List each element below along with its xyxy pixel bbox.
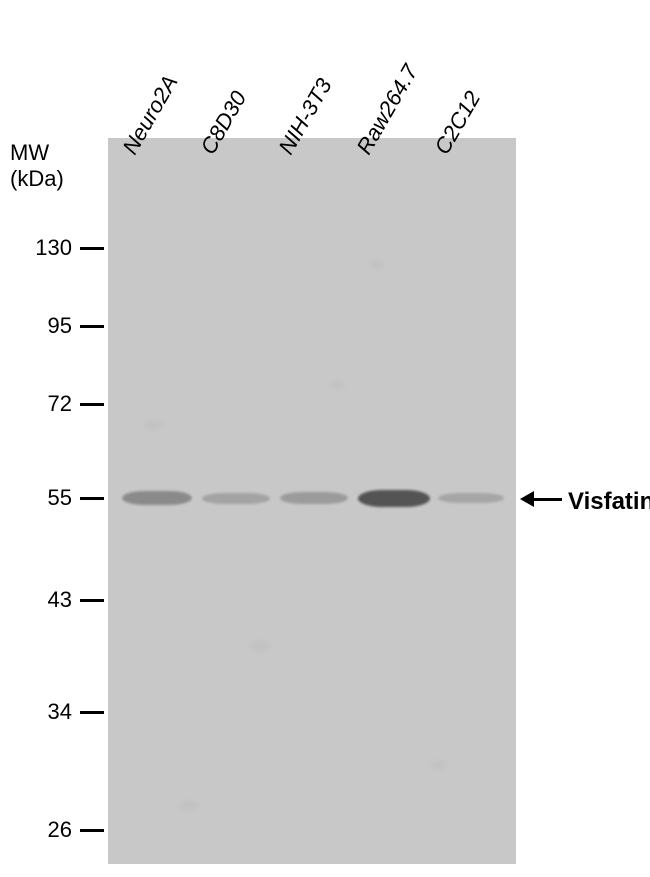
mw-tick bbox=[80, 711, 104, 714]
mw-header-line1: MW bbox=[10, 140, 49, 166]
noise-speck bbox=[180, 800, 198, 811]
noise-speck bbox=[145, 420, 163, 430]
mw-tick bbox=[80, 247, 104, 250]
mw-header-line2: (kDa) bbox=[10, 166, 64, 192]
target-arrow-line bbox=[532, 498, 562, 501]
mw-tick-label: 130 bbox=[0, 235, 72, 261]
band bbox=[202, 493, 270, 504]
noise-speck bbox=[370, 260, 384, 269]
mw-tick-label: 26 bbox=[0, 817, 72, 843]
mw-tick-label: 72 bbox=[0, 391, 72, 417]
band bbox=[280, 492, 348, 504]
band bbox=[438, 493, 504, 503]
band bbox=[122, 491, 192, 505]
noise-speck bbox=[430, 760, 446, 770]
mw-tick bbox=[80, 325, 104, 328]
blot-figure: MW (kDa) Neuro2AC8D30NIH-3T3Raw264.7C2C1… bbox=[0, 0, 650, 877]
mw-tick-label: 34 bbox=[0, 699, 72, 725]
target-label: Visfatin bbox=[568, 488, 650, 516]
band bbox=[358, 490, 430, 507]
mw-tick-label: 43 bbox=[0, 587, 72, 613]
mw-tick bbox=[80, 599, 104, 602]
mw-tick bbox=[80, 497, 104, 500]
mw-tick-label: 95 bbox=[0, 313, 72, 339]
noise-speck bbox=[250, 640, 270, 652]
mw-tick bbox=[80, 829, 104, 832]
noise-speck bbox=[330, 380, 345, 389]
mw-tick-label: 55 bbox=[0, 485, 72, 511]
mw-tick bbox=[80, 403, 104, 406]
